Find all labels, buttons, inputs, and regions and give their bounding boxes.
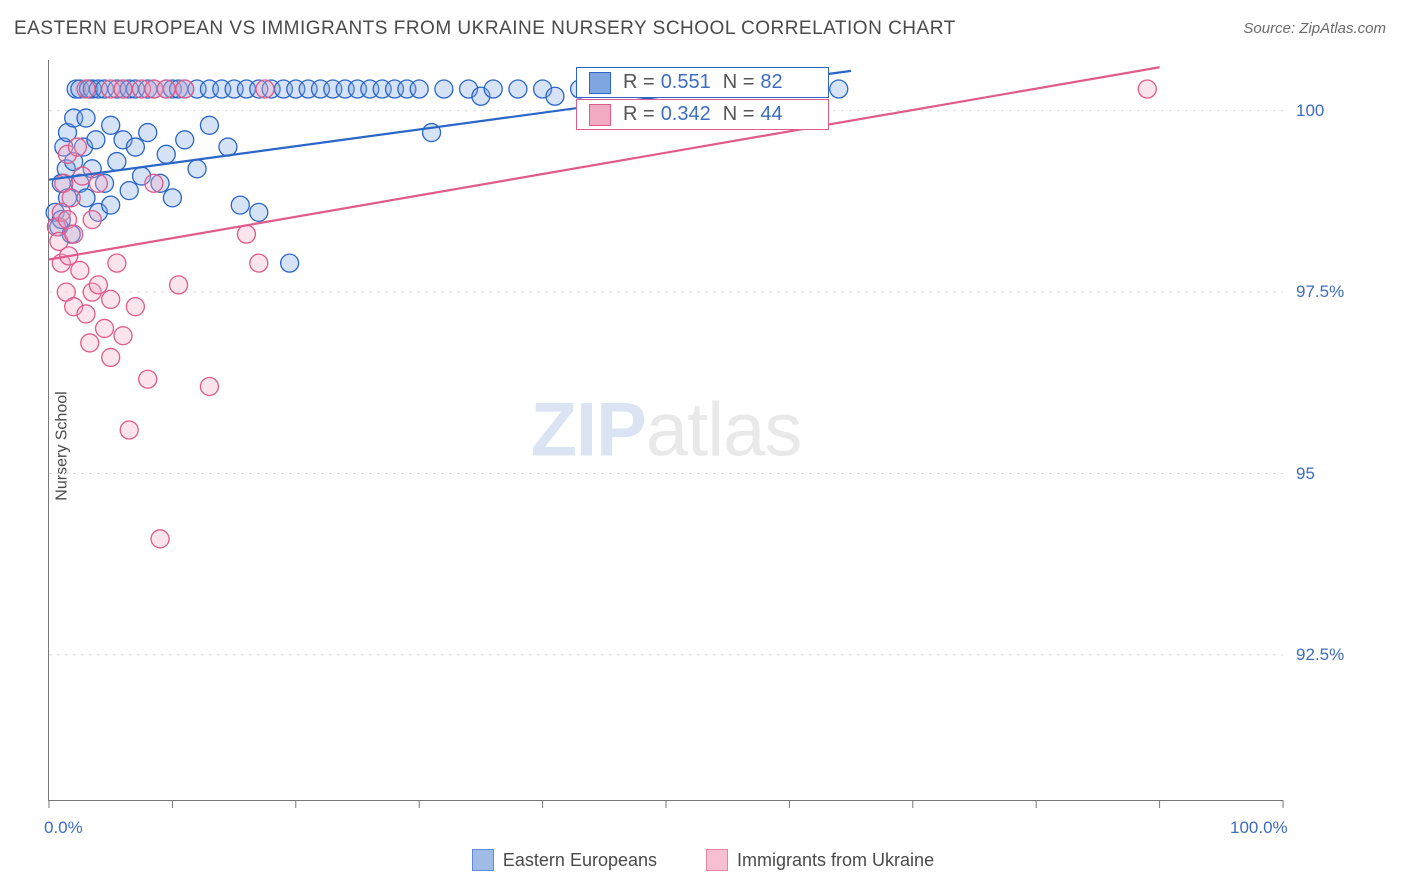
- data-point: [484, 80, 502, 98]
- stat-swatch-2: [589, 104, 611, 126]
- data-point: [546, 87, 564, 105]
- legend-label-2: Immigrants from Ukraine: [737, 850, 934, 871]
- data-point: [102, 116, 120, 134]
- data-point: [170, 276, 188, 294]
- scatter-plot-svg: [49, 60, 1283, 800]
- data-point: [219, 138, 237, 156]
- data-point: [120, 421, 138, 439]
- stat-box-series-1: R = 0.551 N = 82: [576, 67, 829, 98]
- source-prefix: Source:: [1243, 20, 1299, 37]
- r-value-1: 0.551: [661, 71, 717, 94]
- data-point: [163, 189, 181, 207]
- data-point: [102, 196, 120, 214]
- data-point: [96, 319, 114, 337]
- data-point: [77, 80, 95, 98]
- data-point: [89, 276, 107, 294]
- stat-swatch-1: [589, 72, 611, 94]
- plot-area: ZIPatlas: [48, 60, 1283, 801]
- data-point: [77, 109, 95, 127]
- data-point: [250, 254, 268, 272]
- x-tick-label: 0.0%: [44, 818, 83, 838]
- legend: Eastern Europeans Immigrants from Ukrain…: [0, 849, 1406, 876]
- data-point: [410, 80, 428, 98]
- data-point: [231, 196, 249, 214]
- data-point: [83, 211, 101, 229]
- data-point: [188, 160, 206, 178]
- source-attribution: Source: ZipAtlas.com: [1243, 20, 1386, 37]
- data-point: [830, 80, 848, 98]
- data-point: [108, 153, 126, 171]
- legend-item-2: Immigrants from Ukraine: [706, 849, 934, 871]
- data-point: [126, 298, 144, 316]
- data-point: [89, 174, 107, 192]
- stat-box-series-2: R = 0.342 N = 44: [576, 99, 829, 130]
- data-point: [62, 189, 80, 207]
- data-point: [114, 327, 132, 345]
- data-point: [237, 225, 255, 243]
- data-point: [157, 145, 175, 163]
- data-point: [157, 80, 175, 98]
- data-point: [176, 131, 194, 149]
- r-label: R =: [623, 71, 655, 94]
- data-point: [102, 348, 120, 366]
- data-point: [1138, 80, 1156, 98]
- legend-label-1: Eastern Europeans: [503, 850, 657, 871]
- data-point: [151, 530, 169, 548]
- y-tick-label: 95: [1296, 464, 1315, 484]
- n-label: N =: [723, 103, 755, 126]
- data-point: [139, 124, 157, 142]
- data-point: [145, 174, 163, 192]
- data-point: [509, 80, 527, 98]
- legend-swatch-2: [706, 849, 728, 871]
- data-point: [65, 225, 83, 243]
- data-point: [250, 203, 268, 221]
- data-point: [126, 138, 144, 156]
- data-point: [81, 334, 99, 352]
- x-tick-label: 100.0%: [1230, 818, 1288, 838]
- r-label: R =: [623, 103, 655, 126]
- legend-swatch-1: [472, 849, 494, 871]
- y-tick-label: 92.5%: [1296, 645, 1344, 665]
- n-value-2: 44: [760, 103, 816, 126]
- n-value-1: 82: [760, 71, 816, 94]
- data-point: [256, 80, 274, 98]
- data-point: [71, 261, 89, 279]
- data-point: [108, 254, 126, 272]
- data-point: [114, 80, 132, 98]
- data-point: [68, 138, 86, 156]
- n-label: N =: [723, 71, 755, 94]
- data-point: [102, 290, 120, 308]
- data-point: [200, 116, 218, 134]
- chart-title: EASTERN EUROPEAN VS IMMIGRANTS FROM UKRA…: [14, 18, 956, 40]
- data-point: [139, 370, 157, 388]
- data-point: [120, 182, 138, 200]
- data-point: [176, 80, 194, 98]
- y-tick-label: 100: [1296, 101, 1324, 121]
- y-tick-label: 97.5%: [1296, 282, 1344, 302]
- legend-item-1: Eastern Europeans: [472, 849, 657, 871]
- source-name: ZipAtlas.com: [1299, 20, 1386, 37]
- data-point: [281, 254, 299, 272]
- r-value-2: 0.342: [661, 103, 717, 126]
- data-point: [87, 131, 105, 149]
- data-point: [77, 305, 95, 323]
- data-point: [435, 80, 453, 98]
- data-point: [200, 377, 218, 395]
